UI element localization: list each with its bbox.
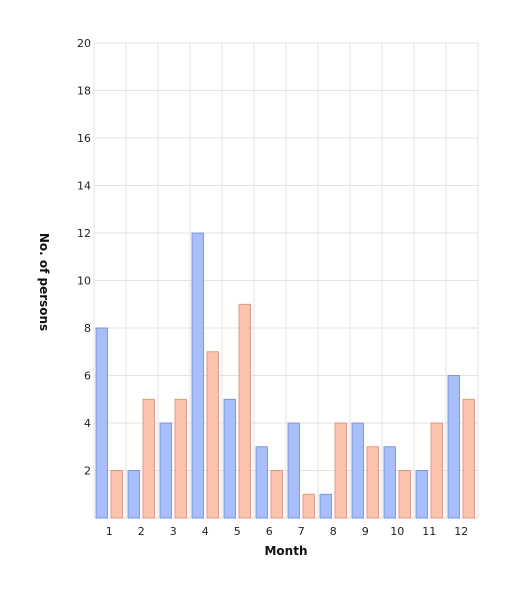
x-axis-ticks: 1 2 3 4 5 6 7 8 9 10 11 12: [106, 525, 469, 538]
bar-series-2-month-5: [238, 303, 251, 519]
bar-series-1-month-9: [351, 422, 364, 519]
bar-series-1-month-1: [95, 327, 108, 519]
bar-series-2-month-7: [302, 493, 315, 519]
bar-series-1-month-5: [223, 398, 236, 519]
x-tick-label: 8: [330, 525, 337, 538]
y-tick-label: 2: [84, 465, 91, 478]
bar-series-2-month-6: [270, 470, 283, 519]
grid-lines: [93, 42, 479, 519]
bar-series-1-month-2: [127, 470, 140, 519]
bar-series-2-month-4: [206, 351, 219, 519]
bar-series-2-month-3: [174, 398, 187, 519]
bar-series-1-month-12: [447, 375, 460, 519]
bar-series-1-month-3: [159, 422, 172, 519]
x-tick-label: 6: [266, 525, 273, 538]
y-tick-label: 12: [77, 227, 91, 240]
bar-series-2-month-10: [398, 470, 411, 519]
x-tick-label: 12: [454, 525, 468, 538]
bar-series-2-month-11: [430, 422, 443, 519]
y-tick-label: 14: [77, 180, 91, 193]
x-axis-title: Month: [264, 544, 307, 558]
x-tick-label: 1: [106, 525, 113, 538]
bar-series-2-month-12: [462, 398, 475, 519]
x-tick-label: 11: [422, 525, 436, 538]
x-tick-label: 4: [202, 525, 209, 538]
y-tick-label: 8: [84, 322, 91, 335]
bar-series-2-month-8: [334, 422, 347, 519]
y-tick-label: 20: [77, 37, 91, 50]
bar-series-2-month-1: [110, 470, 123, 519]
y-axis-title: No. of persons: [37, 233, 51, 331]
bar-series-1-month-10: [383, 446, 396, 519]
y-tick-label: 4: [84, 417, 91, 430]
y-tick-label: 18: [77, 85, 91, 98]
x-tick-label: 7: [298, 525, 305, 538]
x-tick-label: 3: [170, 525, 177, 538]
bar-series-1-month-11: [415, 470, 428, 519]
x-tick-label: 2: [138, 525, 145, 538]
bar-series-2-month-2: [142, 398, 155, 519]
x-tick-label: 9: [362, 525, 369, 538]
bar-series-2-month-9: [366, 446, 379, 519]
x-tick-label: 5: [234, 525, 241, 538]
bars: [95, 232, 475, 519]
bar-series-1-month-4: [191, 232, 204, 519]
bar-series-1-month-7: [287, 422, 300, 519]
y-axis-ticks: 2 4 6 8 10 12 14 16 18 20: [77, 37, 91, 478]
y-tick-label: 6: [84, 370, 91, 383]
bar-series-1-month-6: [255, 446, 268, 519]
bar-series-1-month-8: [319, 493, 332, 519]
y-tick-label: 16: [77, 132, 91, 145]
y-tick-label: 10: [77, 275, 91, 288]
x-tick-label: 10: [390, 525, 404, 538]
